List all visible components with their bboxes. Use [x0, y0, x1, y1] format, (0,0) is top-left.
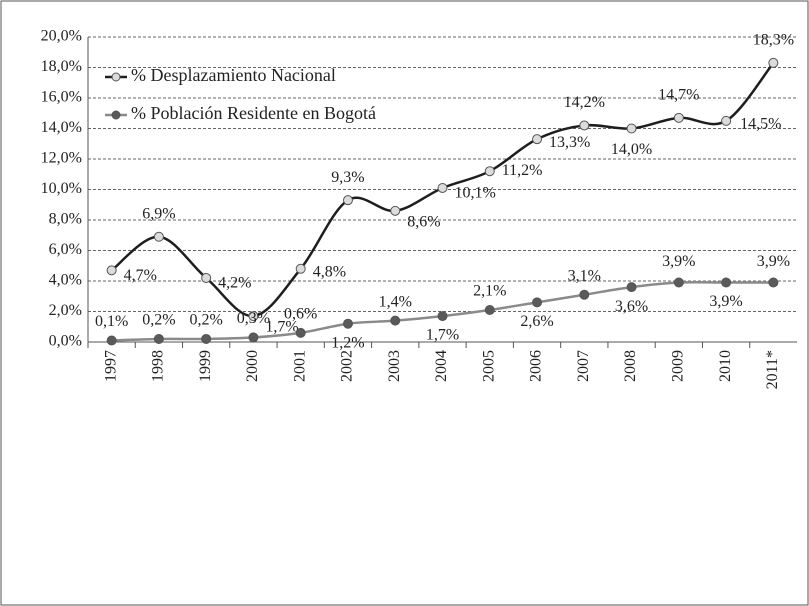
x-tick-label: 2006 — [528, 350, 545, 382]
point — [673, 112, 684, 123]
y-tick-label: 8,0% — [49, 211, 82, 228]
point — [390, 205, 401, 216]
y-tick-label: 4,0% — [49, 272, 82, 289]
data-label: 0,1% — [95, 313, 128, 330]
point — [106, 335, 117, 346]
point — [721, 277, 732, 288]
x-tick-label: 2003 — [386, 350, 403, 382]
data-label: 2,1% — [473, 283, 506, 300]
point — [768, 277, 779, 288]
data-label: 3,9% — [757, 253, 790, 270]
data-label: 13,3% — [549, 134, 590, 151]
y-tick-label: 20,0% — [41, 28, 82, 45]
data-label: 11,2% — [502, 162, 543, 179]
point — [532, 134, 543, 145]
point — [721, 115, 732, 126]
point — [295, 263, 306, 274]
point — [248, 332, 259, 343]
data-label: 3,1% — [568, 267, 601, 284]
legend-marker — [111, 72, 121, 82]
point — [153, 333, 164, 344]
point — [153, 231, 164, 242]
data-label: 1,4% — [379, 293, 412, 310]
data-label: 1,2% — [331, 334, 364, 351]
data-label: 4,8% — [313, 263, 346, 280]
data-label: 3,9% — [662, 253, 695, 270]
y-tick-label: 14,0% — [41, 119, 82, 136]
y-tick-label: 16,0% — [41, 89, 82, 106]
point — [626, 282, 637, 293]
point — [579, 120, 590, 131]
point — [532, 297, 543, 308]
point — [201, 333, 212, 344]
data-label: 1,7% — [426, 327, 459, 344]
data-label: 6,9% — [142, 205, 175, 222]
data-label: 8,6% — [407, 214, 440, 231]
point — [201, 272, 212, 283]
point — [768, 57, 779, 68]
point — [437, 182, 448, 193]
y-tick-label: 2,0% — [49, 302, 82, 319]
data-label: 0,2% — [142, 312, 175, 329]
x-tick-label: 2005 — [480, 350, 497, 382]
point — [342, 318, 353, 329]
data-label: 3,6% — [615, 298, 648, 315]
y-tick-label: 10,0% — [41, 180, 82, 197]
x-tick-label: 1999 — [197, 350, 214, 382]
x-tick-label: 2001 — [291, 350, 308, 382]
data-label: 1,7% — [265, 319, 298, 336]
legend-marker — [111, 110, 121, 120]
data-label: 2,6% — [520, 313, 553, 330]
data-label: 14,2% — [564, 94, 605, 111]
x-tick-label: 1997 — [102, 350, 119, 382]
data-label: 0,6% — [284, 306, 317, 323]
x-tick-label: 2007 — [575, 350, 592, 382]
legend-label: % Población Residente en Bogotá — [131, 103, 376, 123]
data-label: 14,5% — [740, 116, 781, 133]
x-tick-label: 2004 — [433, 350, 450, 382]
x-tick-label: 2009 — [670, 350, 687, 382]
legend-label: % Desplazamiento Nacional — [131, 65, 336, 85]
point — [484, 166, 495, 177]
data-label: 4,7% — [124, 267, 157, 284]
data-label: 9,3% — [331, 169, 364, 186]
x-tick-label: 2000 — [244, 350, 261, 382]
point — [579, 289, 590, 300]
data-label: 3,9% — [709, 293, 742, 310]
data-label: 4,2% — [218, 275, 251, 292]
data-label: 14,7% — [658, 86, 699, 103]
point — [390, 315, 401, 326]
point — [248, 311, 259, 322]
data-label: 14,0% — [611, 141, 652, 158]
data-label: 10,1% — [455, 185, 496, 202]
data-label: 0,3% — [237, 310, 270, 327]
y-tick-label: 12,0% — [41, 150, 82, 167]
x-tick-label: 2002 — [339, 350, 356, 382]
point — [484, 304, 495, 315]
data-label: 0,2% — [190, 312, 223, 329]
line-series — [110, 62, 775, 318]
point — [295, 327, 306, 338]
x-tick-label: 2008 — [622, 350, 639, 382]
point — [437, 311, 448, 322]
x-tick-label: 2011* — [764, 350, 781, 389]
point — [106, 265, 117, 276]
point — [626, 123, 637, 134]
data-label: 18,3% — [753, 32, 794, 49]
point — [342, 195, 353, 206]
x-tick-label: 2010 — [717, 350, 734, 382]
point — [673, 277, 684, 288]
x-tick-label: 1998 — [150, 350, 167, 382]
y-tick-label: 0,0% — [49, 333, 82, 350]
y-tick-label: 18,0% — [41, 58, 82, 75]
y-tick-label: 6,0% — [49, 241, 82, 258]
